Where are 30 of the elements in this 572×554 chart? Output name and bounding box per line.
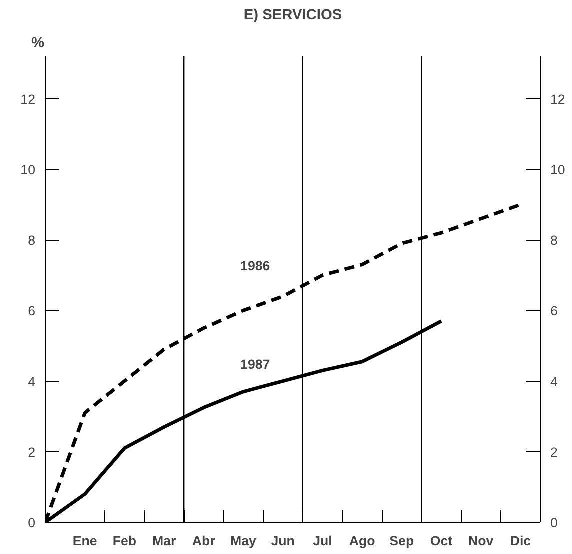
y2-tick-label: 10	[550, 162, 566, 178]
y-axis-title: %	[32, 36, 45, 52]
y-tick-label: 8	[28, 233, 36, 248]
y-tick-label: 12	[20, 92, 36, 107]
x-tick-label: Ago	[349, 534, 376, 548]
x-tick-label: Sep	[390, 534, 414, 548]
y-tick-label: 2	[28, 444, 36, 460]
y2-tick-label: 0	[550, 516, 558, 530]
y-tick-label: 6	[28, 304, 36, 319]
x-tick-label: May	[230, 534, 258, 548]
x-tick-label: Nov	[468, 534, 494, 548]
chart-title: E) SERVICIOS	[244, 8, 342, 24]
y-tick-label: 10	[20, 162, 36, 178]
y2-tick-label: 6	[550, 304, 558, 319]
y-tick-label: 4	[28, 374, 36, 390]
x-tick-label: Oct	[430, 534, 454, 548]
annotation: 1986	[240, 258, 270, 274]
x-tick-label: Mar	[152, 534, 176, 548]
x-tick-label: Jun	[271, 534, 295, 548]
x-tick-label: Dic	[510, 534, 532, 548]
annotation: 1987	[240, 356, 270, 372]
y-tick-label: 0	[28, 516, 36, 530]
y2-tick-label: 4	[550, 374, 558, 390]
y2-tick-label: 2	[550, 444, 558, 460]
x-tick-label: Jul	[313, 534, 332, 548]
y2-tick-label: 12	[550, 92, 566, 107]
y2-tick-label: 8	[550, 233, 558, 248]
x-tick-label: Feb	[112, 534, 137, 548]
x-tick-label: Ene	[72, 534, 98, 548]
x-tick-label: Abr	[192, 534, 216, 548]
